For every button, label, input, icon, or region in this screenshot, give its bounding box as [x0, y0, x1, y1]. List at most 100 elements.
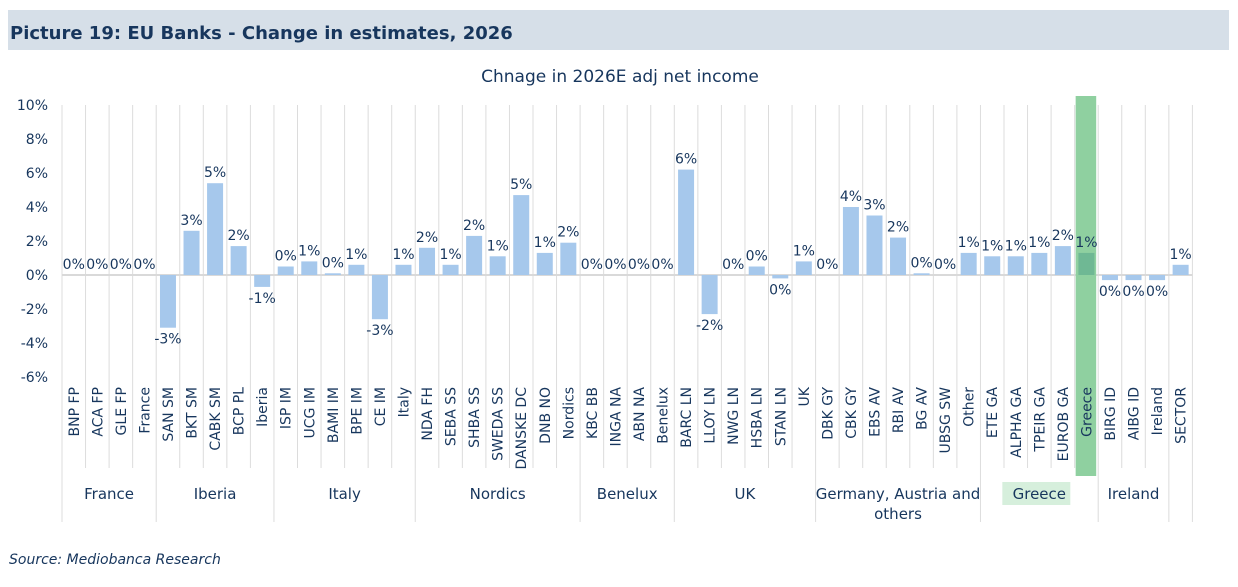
data-label: 0%: [86, 257, 108, 273]
data-label: 2%: [1052, 228, 1074, 244]
bar: [772, 275, 789, 279]
data-label: 0%: [651, 257, 673, 273]
category-label: ISP IM: [279, 387, 295, 429]
header-bar: Picture 19: EU Banks - Change in estimat…: [8, 10, 1229, 50]
category-label: RBI AV: [891, 387, 907, 434]
category-label: UBSG SW: [938, 387, 954, 454]
y-tick-label: 8%: [26, 132, 48, 148]
bar: [1078, 252, 1095, 275]
data-label: 1%: [298, 243, 320, 259]
bar: [960, 252, 977, 275]
data-label: 1%: [1005, 238, 1027, 254]
data-label: 1%: [487, 238, 509, 254]
category-label: CBK GY: [844, 387, 860, 439]
category-label: SWEDA SS: [491, 387, 507, 461]
data-label: 2%: [557, 225, 579, 241]
category-label: NDA FH: [420, 387, 436, 441]
group-label: Italy: [328, 485, 361, 503]
data-label: 1%: [1170, 247, 1192, 263]
data-label: 2%: [887, 220, 909, 236]
category-label: GLE FP: [114, 387, 130, 435]
bar: [1031, 252, 1048, 275]
category-label: Nordics: [561, 387, 577, 439]
grid-lines: [61, 105, 1193, 522]
bar: [442, 264, 459, 275]
group-labels: France Iberia Italy Nordics Benelux UK Germany…: [84, 482, 1159, 523]
bar: [348, 264, 365, 275]
data-label: 2%: [228, 228, 250, 244]
data-label: 3%: [180, 213, 202, 229]
bar: [324, 273, 341, 275]
bar: [159, 275, 176, 328]
bar: [913, 273, 930, 275]
category-label: DBK GY: [820, 387, 836, 440]
chart-title: Chnage in 2026E adj net income: [481, 67, 759, 87]
category-label: LLOY LN: [703, 387, 719, 444]
bar: [701, 275, 718, 315]
category-label: Other: [962, 387, 978, 427]
bar: [866, 215, 883, 275]
category-label: INGA NA: [608, 387, 624, 447]
category-label: BIRG ID: [1103, 387, 1119, 441]
bar: [230, 246, 247, 275]
y-tick-label: 10%: [17, 98, 48, 114]
data-label: 1%: [534, 235, 556, 251]
data-label: 0%: [275, 249, 297, 265]
category-label: ALPHA GA: [1009, 387, 1025, 458]
data-label: 0%: [322, 255, 344, 271]
category-label: BAMI IM: [326, 387, 342, 443]
data-label: 0%: [769, 282, 791, 298]
bar: [419, 247, 436, 275]
bar: [489, 256, 506, 275]
category-label: UCG IM: [302, 387, 318, 439]
category-label: BARC LN: [679, 387, 695, 448]
bar: [890, 237, 907, 275]
category-label: BNP FP: [67, 387, 83, 436]
data-label: 1%: [958, 235, 980, 251]
data-label: 0%: [934, 257, 956, 273]
data-labels: 0% 0% 0% 0%-3%3%5%2%-1%0% 1%0%1%-3%1%2%1%2%1…: [63, 152, 1192, 348]
data-label: 2%: [463, 218, 485, 234]
data-label: 0%: [1146, 284, 1168, 300]
y-tick-label: 4%: [26, 200, 48, 216]
data-label: 1%: [1028, 235, 1050, 251]
category-label: BPE IM: [349, 387, 365, 435]
bar: [1125, 275, 1142, 281]
group-label: Iberia: [194, 485, 237, 503]
bar: [1101, 275, 1118, 281]
highlight-layer: [1075, 96, 1097, 476]
category-label: CABK SM: [208, 387, 224, 451]
data-label: 0%: [628, 257, 650, 273]
bar: [1149, 275, 1166, 281]
bar: [183, 230, 200, 275]
page-title: Picture 19: EU Banks - Change in estimat…: [10, 23, 513, 44]
category-label: Iberia: [255, 387, 271, 427]
y-tick-label: -4%: [21, 336, 48, 352]
data-label: 0%: [1122, 284, 1144, 300]
bar: [842, 207, 859, 275]
data-label: 0%: [581, 257, 603, 273]
category-label: DANSKE DC: [514, 387, 530, 470]
category-label: SECTOR: [1174, 387, 1190, 444]
data-label: 0%: [1099, 284, 1121, 300]
category-label: CE IM: [373, 387, 389, 426]
y-axis: 10% 8% 6% 4% 2% 0% -2% -4% -6%: [17, 98, 48, 386]
data-label: 1%: [1075, 235, 1097, 251]
data-label: 1%: [981, 238, 1003, 254]
data-label: 5%: [510, 177, 532, 193]
bar: [371, 275, 388, 320]
group-label: others: [874, 505, 922, 523]
category-label: EBS AV: [867, 387, 883, 437]
data-label: 0%: [133, 257, 155, 273]
bar: [1054, 246, 1071, 275]
data-label: 0%: [910, 255, 932, 271]
data-label: 0%: [816, 257, 838, 273]
category-label: BG AV: [915, 387, 931, 430]
category-label: HSBA LN: [750, 387, 766, 448]
data-label: -1%: [249, 291, 276, 307]
bars: [159, 169, 1189, 328]
y-tick-label: 6%: [26, 166, 48, 182]
source-note: Source: Mediobanca Research: [9, 552, 221, 568]
group-label: Greece: [1013, 485, 1066, 503]
